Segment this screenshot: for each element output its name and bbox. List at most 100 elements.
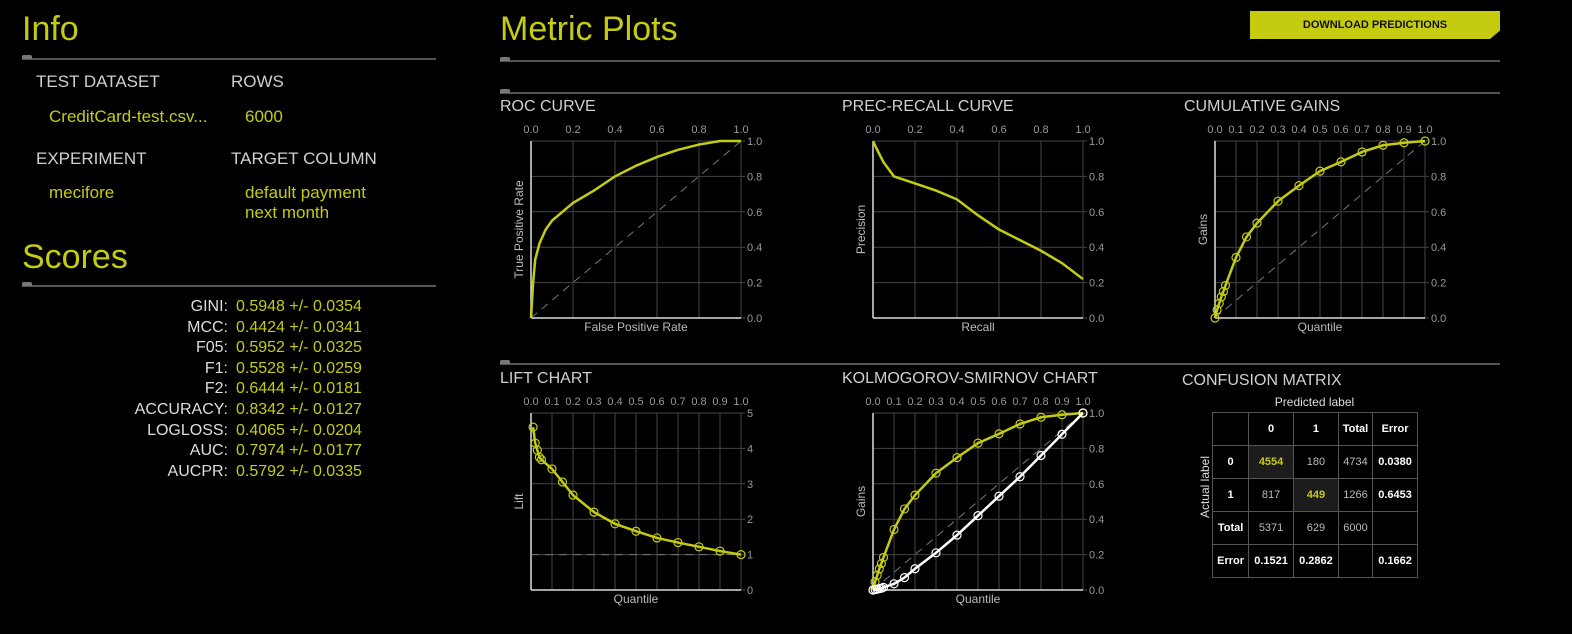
y-tick-label: 0.0 (1089, 585, 1104, 597)
x-tick-label: 0.2 (565, 396, 580, 408)
x-tick-label: 0.9 (1396, 124, 1411, 136)
table-cell: 1 (1211, 478, 1250, 512)
y-tick-label: 0.4 (1431, 242, 1446, 254)
table-cell: 4734 (1337, 445, 1374, 479)
x-tick-label: 0.0 (865, 396, 880, 408)
y-tick-label: 0.8 (747, 171, 762, 183)
y-tick-label: 1 (747, 550, 753, 562)
x-tick-label: 0.8 (1033, 396, 1048, 408)
x-tick-label: 0.7 (670, 396, 685, 408)
x-tick-label: 0.7 (1012, 396, 1027, 408)
lift-chart: 0.0 0.1 0.2 0.3 0.4 0.5 0.6 0.7 0.8 0.9 1.0 0 1 2 3 4 5 Q… (512, 396, 753, 606)
y-axis-label: Lift (512, 493, 526, 510)
x-tick-label: 1.0 (1417, 124, 1432, 136)
y-tick-label: 0.6 (1089, 207, 1104, 219)
data-point (994, 429, 1004, 439)
y-tick-label: 0.4 (747, 242, 762, 254)
data-point (973, 511, 983, 521)
x-tick-label: 0.4 (607, 396, 622, 408)
score-row: MCC: 0.4424 +/- 0.0341 (40, 319, 440, 340)
table-cell: 4554 (1248, 445, 1294, 479)
x-tick-label: 1.0 (733, 396, 748, 408)
data-point (1214, 298, 1224, 308)
divider (22, 282, 436, 287)
series-line (529, 139, 741, 319)
y-tick-label: 0.4 (1089, 242, 1104, 254)
data-point (536, 455, 547, 465)
data-point (1036, 450, 1046, 461)
data-point (528, 422, 538, 432)
y-axis-label: True Positive Rate (512, 180, 526, 279)
data-point (1078, 408, 1088, 418)
data-point (1218, 286, 1228, 297)
test-dataset-value[interactable]: CreditCard-test.csv... (49, 107, 208, 126)
data-point (973, 438, 983, 448)
y-tick-label: 0.2 (747, 278, 762, 290)
data-point (889, 524, 899, 535)
score-row: GINI: 0.5948 +/- 0.0354 (40, 298, 440, 319)
table-header-row: 0 1 Total Error (1211, 412, 1418, 446)
x-tick-label: 0.1 (544, 396, 559, 408)
target-column-label: TARGET COLUMN (231, 149, 377, 168)
scores-list: GINI: 0.5948 +/- 0.0354 MCC: 0.4424 +/- 0.0… (40, 298, 440, 483)
score-value: 0.7974 +/- 0.0177 (236, 442, 362, 460)
x-tick-label: 0.5 (1312, 124, 1327, 136)
data-point (1216, 292, 1226, 302)
y-tick-label: 4 (747, 443, 753, 455)
data-point (1378, 140, 1388, 150)
x-tick-label: 0.2 (907, 396, 922, 408)
data-point (694, 542, 704, 552)
x-tick-label: 0.0 (523, 124, 538, 136)
score-row: AUCPR: 0.5792 +/- 0.0335 (40, 463, 440, 484)
data-point (1273, 196, 1283, 206)
x-tick-label: 0.2 (1249, 124, 1264, 136)
experiment-value[interactable]: mecifore (49, 183, 115, 202)
data-point (1294, 181, 1304, 191)
table-row: 0 4554 180 4734 0.0380 (1211, 445, 1418, 479)
score-row: F05: 0.5952 +/- 0.0325 (40, 339, 440, 360)
y-tick-label: 1.0 (1089, 408, 1104, 420)
score-value: 0.5948 +/- 0.0354 (236, 298, 362, 315)
series-line (871, 140, 1084, 281)
x-tick-label: 0.8 (1033, 124, 1048, 136)
table-cell: Error (1211, 544, 1250, 578)
y-tick-label: 1.0 (1431, 136, 1446, 148)
table-row: 1 817 449 1266 0.6453 (1211, 478, 1418, 512)
data-point (899, 573, 910, 583)
x-tick-label: 0.4 (1291, 124, 1306, 136)
confusion-matrix-table: 0 1 Total Error 0 4554 180 4734 0.0380 1 817 449 126… (1211, 412, 1418, 578)
x-axis-label: Quantile (956, 592, 1001, 606)
y-tick-label: 2 (747, 514, 753, 526)
x-tick-label: 0.0 (865, 124, 880, 136)
divider (500, 89, 1500, 94)
table-cell: 5371 (1248, 511, 1294, 545)
score-value: 0.5792 +/- 0.0335 (236, 462, 362, 480)
rows-label: ROWS (231, 72, 284, 91)
x-tick-label: 0.0 (1207, 124, 1222, 136)
y-tick-label: 0.4 (1089, 514, 1104, 526)
table-cell: 0.1521 (1248, 544, 1294, 578)
score-name: MCC: (187, 318, 228, 336)
y-tick-label: 0.0 (1089, 313, 1104, 325)
y-tick-label: 3 (747, 479, 753, 491)
score-name: F05: (195, 339, 228, 357)
table-row: Total 5371 629 6000 (1211, 511, 1418, 545)
baseline-diagonal (1214, 140, 1426, 319)
gains-chart: 0.0 0.1 0.2 0.3 0.4 0.5 0.6 0.7 0.8 0.9 1.0 0.0 0.2 0… (1196, 124, 1446, 334)
data-point (874, 564, 884, 574)
divider (500, 360, 1500, 365)
rows-value: 6000 (245, 107, 283, 126)
x-tick-label: 0.1 (886, 396, 901, 408)
table-cell (1372, 511, 1418, 545)
y-axis-label: Gains (1196, 214, 1210, 245)
data-point (878, 582, 889, 592)
ks-chart: 0.0 0.1 0.2 0.3 0.4 0.5 0.6 0.7 0.8 0.9 1.0 0.0 0.2 0… (854, 396, 1104, 606)
score-value: 0.6444 +/- 0.0181 (236, 380, 362, 398)
table-cell (1337, 544, 1374, 578)
download-predictions-button[interactable]: DOWNLOAD PREDICTIONS (1250, 11, 1500, 39)
data-point (1241, 232, 1252, 242)
y-tick-label: 0.0 (747, 313, 762, 325)
info-title: Info (22, 10, 79, 48)
y-axis-label: Precision (854, 205, 868, 254)
pr-chart: 0.0 0.2 0.4 0.6 0.8 1.0 0.0 0.2 0.4 0.6 0.8 1.0 Reca… (854, 124, 1104, 334)
